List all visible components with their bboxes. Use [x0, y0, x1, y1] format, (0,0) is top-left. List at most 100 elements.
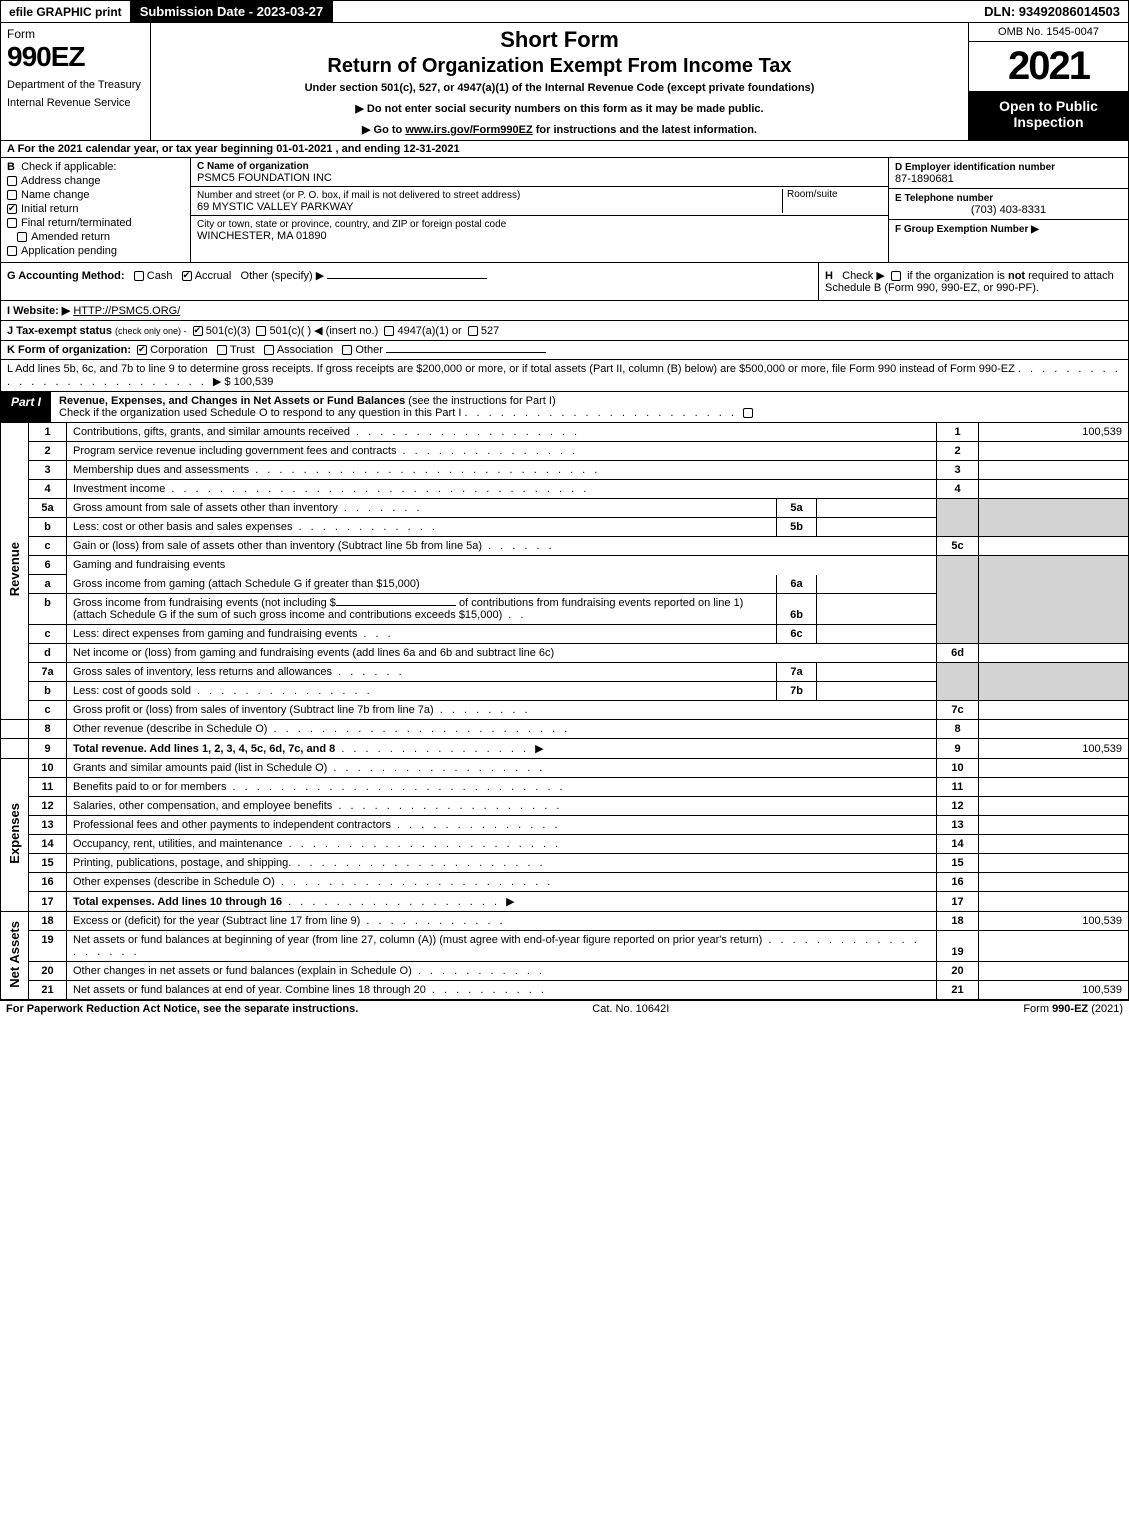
- other-specify-input[interactable]: [327, 278, 487, 279]
- checkbox-app-pending[interactable]: [7, 246, 17, 256]
- name-change-label: Name change: [21, 189, 90, 201]
- line-6d-code: 6d: [937, 644, 979, 663]
- info-right: D Employer identification number 87-1890…: [888, 158, 1128, 262]
- line-16-desc: Other expenses (describe in Schedule O) …: [67, 873, 937, 892]
- line-4-num: 4: [29, 480, 67, 499]
- website-link[interactable]: HTTP://PSMC5.ORG/: [73, 305, 180, 317]
- line-18-code: 18: [937, 912, 979, 931]
- city-block: City or town, state or province, country…: [191, 216, 888, 244]
- section-i: I Website: ▶ HTTP://PSMC5.ORG/: [0, 301, 1129, 321]
- line-21-code: 21: [937, 981, 979, 1000]
- instr2-link[interactable]: www.irs.gov/Form990EZ: [405, 124, 532, 136]
- line-6a-num: a: [29, 575, 67, 594]
- section-k: K Form of organization: Corporation Trus…: [0, 341, 1129, 360]
- line-17-num: 17: [29, 892, 67, 912]
- addr-value: 69 MYSTIC VALLEY PARKWAY: [197, 201, 354, 213]
- sidebar-netassets: Net Assets: [1, 912, 29, 1000]
- line-1-value: 100,539: [979, 423, 1129, 442]
- line-6-desc: Gaming and fundraising events: [67, 556, 937, 575]
- line-20-value: [979, 962, 1129, 981]
- line-7c-desc: Gross profit or (loss) from sales of inv…: [67, 701, 937, 720]
- section-f: F Group Exemption Number ▶: [889, 220, 1128, 262]
- dln: DLN: 93492086014503: [976, 1, 1128, 22]
- line-7a-desc: Gross sales of inventory, less returns a…: [67, 663, 777, 682]
- line-5c-desc: Gain or (loss) from sale of assets other…: [67, 537, 937, 556]
- shaded-5: [937, 499, 979, 537]
- j-opt1: 501(c)(3): [206, 325, 251, 337]
- org-name: PSMC5 FOUNDATION INC: [197, 172, 332, 184]
- line-6c-sub: 6c: [777, 625, 817, 644]
- l-amount: 100,539: [234, 376, 274, 388]
- efile-label: efile GRAPHIC print: [1, 2, 130, 22]
- line-14-value: [979, 835, 1129, 854]
- line-9-num: 9: [29, 739, 67, 759]
- sidebar-revenue: Revenue: [1, 423, 29, 720]
- instr2-pre: ▶ Go to: [362, 124, 405, 136]
- line-6d-num: d: [29, 644, 67, 663]
- line-21-num: 21: [29, 981, 67, 1000]
- line-7a-subval: [817, 663, 937, 682]
- sidebar-expenses: Expenses: [1, 759, 29, 912]
- line-18-num: 18: [29, 912, 67, 931]
- checkbox-trust[interactable]: [217, 345, 227, 355]
- page-footer: For Paperwork Reduction Act Notice, see …: [0, 1000, 1129, 1017]
- amended-return-label: Amended return: [31, 231, 110, 243]
- part-1-title-block: Revenue, Expenses, and Changes in Net As…: [51, 392, 1128, 422]
- ein-label: D Employer identification number: [895, 162, 1055, 173]
- checkbox-h[interactable]: [891, 271, 901, 281]
- checkbox-corp[interactable]: [137, 345, 147, 355]
- addr-block: Number and street (or P. O. box, if mail…: [191, 187, 888, 216]
- line-6b-amount-input[interactable]: [336, 605, 456, 606]
- section-a: A For the 2021 calendar year, or tax yea…: [0, 141, 1129, 158]
- instruction-2: ▶ Go to www.irs.gov/Form990EZ for instru…: [159, 123, 960, 136]
- k-corp: Corporation: [150, 344, 207, 356]
- section-e: E Telephone number (703) 403-8331: [889, 189, 1128, 220]
- checkbox-assoc[interactable]: [264, 345, 274, 355]
- line-7b-num: b: [29, 682, 67, 701]
- open-public-badge: Open to Public Inspection: [969, 92, 1128, 140]
- section-c: C Name of organization PSMC5 FOUNDATION …: [191, 158, 888, 262]
- addr-change-label: Address change: [21, 175, 101, 187]
- line-8-desc: Other revenue (describe in Schedule O) .…: [67, 720, 937, 739]
- line-21-desc: Net assets or fund balances at end of ye…: [67, 981, 937, 1000]
- line-7b-sub: 7b: [777, 682, 817, 701]
- line-15-desc: Printing, publications, postage, and shi…: [67, 854, 937, 873]
- section-j: J Tax-exempt status (check only one) - 5…: [0, 321, 1129, 341]
- footer-right: Form 990-EZ (2021): [1023, 1003, 1123, 1015]
- line-9-value: 100,539: [979, 739, 1129, 759]
- k-label: K Form of organization:: [7, 344, 131, 356]
- footer-left: For Paperwork Reduction Act Notice, see …: [6, 1003, 358, 1015]
- k-other-input[interactable]: [386, 352, 546, 353]
- checkbox-final-return[interactable]: [7, 218, 17, 228]
- checkbox-name-change[interactable]: [7, 190, 17, 200]
- line-9-code: 9: [937, 739, 979, 759]
- checkbox-527[interactable]: [468, 326, 478, 336]
- instr2-post: for instructions and the latest informat…: [533, 124, 757, 136]
- checkbox-addr-change[interactable]: [7, 176, 17, 186]
- checkbox-4947[interactable]: [384, 326, 394, 336]
- line-19-desc: Net assets or fund balances at beginning…: [67, 931, 937, 962]
- line-9-desc: Total revenue. Add lines 1, 2, 3, 4, 5c,…: [67, 739, 937, 759]
- line-7c-code: 7c: [937, 701, 979, 720]
- part-1-header: Part I Revenue, Expenses, and Changes in…: [0, 392, 1129, 423]
- h-not: not: [1008, 270, 1025, 282]
- checkbox-other[interactable]: [342, 345, 352, 355]
- part-1-label: Part I: [1, 392, 51, 422]
- subtitle: Under section 501(c), 527, or 4947(a)(1)…: [159, 82, 960, 94]
- accrual-label: Accrual: [195, 270, 232, 282]
- checkbox-initial-return[interactable]: [7, 204, 17, 214]
- checkbox-501c[interactable]: [256, 326, 266, 336]
- checkbox-accrual[interactable]: [182, 271, 192, 281]
- section-g: G Accounting Method: Cash Accrual Other …: [1, 263, 818, 300]
- line-5a-num: 5a: [29, 499, 67, 518]
- checkbox-amended-return[interactable]: [17, 232, 27, 242]
- shaded-7-val: [979, 663, 1129, 701]
- shaded-5-val: [979, 499, 1129, 537]
- checkbox-501c3[interactable]: [193, 326, 203, 336]
- line-2-num: 2: [29, 442, 67, 461]
- checkbox-cash[interactable]: [134, 271, 144, 281]
- j-opt4: 527: [481, 325, 499, 337]
- checkbox-schedule-o[interactable]: [743, 408, 753, 418]
- line-14-desc: Occupancy, rent, utilities, and maintena…: [67, 835, 937, 854]
- k-assoc: Association: [277, 344, 333, 356]
